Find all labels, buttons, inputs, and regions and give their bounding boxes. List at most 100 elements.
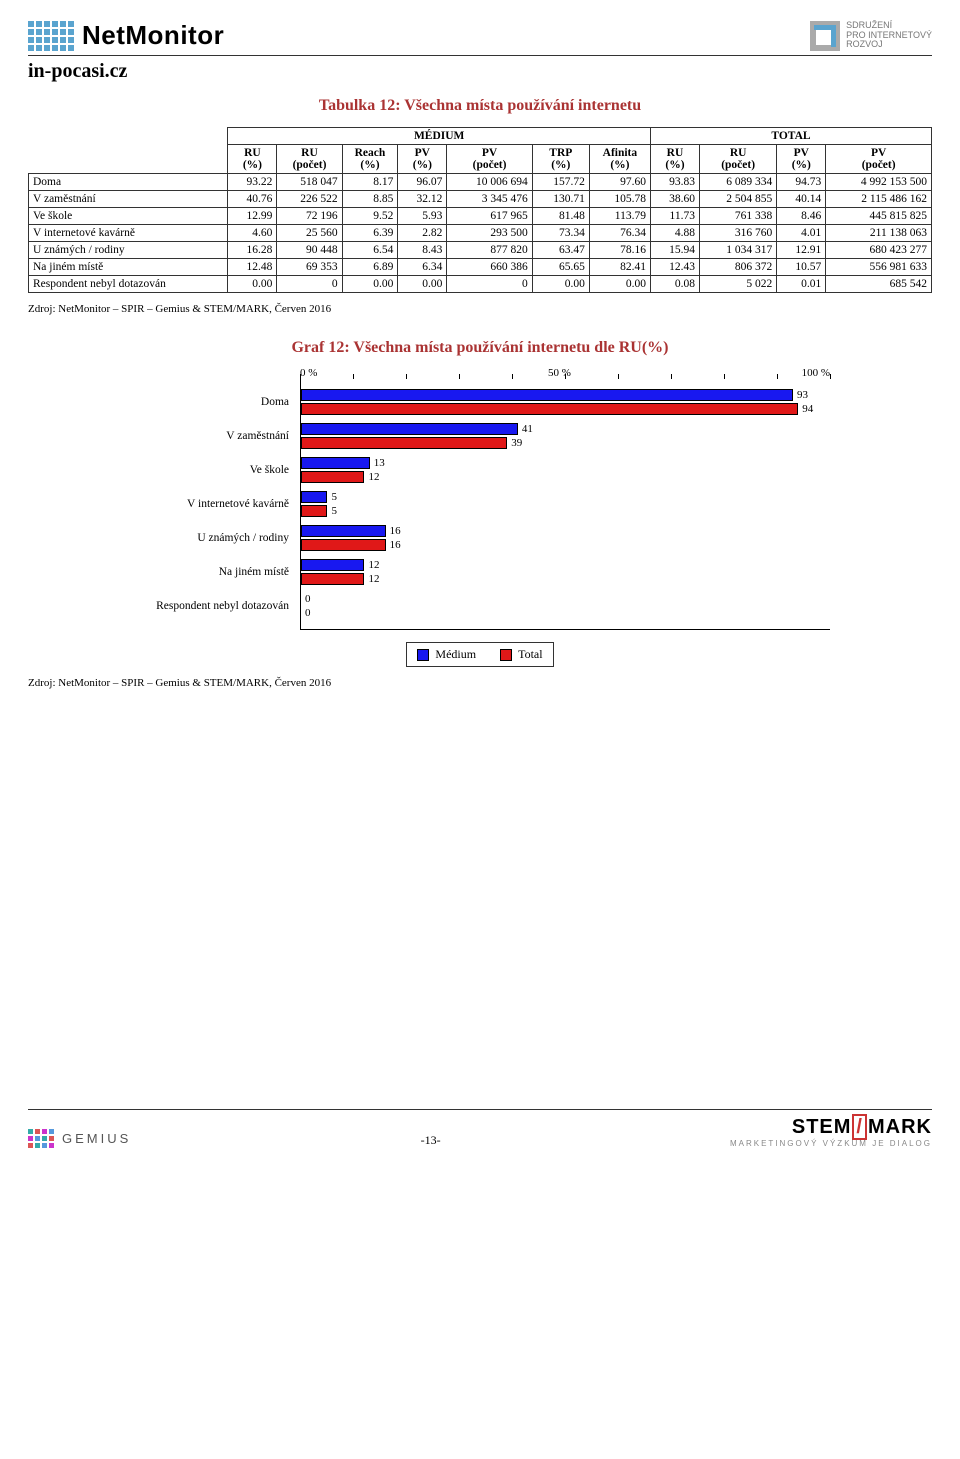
table-cell: 81.48 [532,208,589,225]
table-column-header: RU(%) [228,145,277,174]
table-cell: 63.47 [532,242,589,259]
table-cell: 8.43 [398,242,447,259]
table-cell: 5.93 [398,208,447,225]
table-corner [29,128,228,174]
table-cell: 12.48 [228,259,277,276]
table-cell: 518 047 [277,174,342,191]
table-cell: 90 448 [277,242,342,259]
header-divider [28,55,932,56]
chart-bar [301,437,507,449]
table-group-header: MÉDIUM [228,128,651,145]
table-cell: 2 504 855 [699,191,776,208]
table-cell: 0 [277,276,342,293]
table-row-label: V internetové kavárně [29,225,228,242]
table-cell: 130.71 [532,191,589,208]
table-column-header: RU(počet) [277,145,342,174]
spir-icon [810,21,840,51]
chart-bar-value: 13 [374,457,385,469]
chart-row: V zaměstnání4139 [301,419,830,453]
table-cell: 40.14 [777,191,826,208]
table-row: V zaměstnání40.76226 5228.8532.123 345 4… [29,191,932,208]
chart-bar [301,539,386,551]
chart-row-label: V internetové kavárně [125,498,295,510]
table-cell: 680 423 277 [826,242,932,259]
table-column-header: TRP(%) [532,145,589,174]
table-cell: 12.43 [650,259,699,276]
table-cell: 12.99 [228,208,277,225]
table-cell: 445 815 825 [826,208,932,225]
table-cell: 12.91 [777,242,826,259]
chart-bar [301,403,798,415]
table-column-header: PV(%) [777,145,826,174]
table-cell: 11.73 [650,208,699,225]
table-cell: 96.07 [398,174,447,191]
chart-bar [301,389,793,401]
table-cell: 9.52 [342,208,398,225]
chart-bar [301,559,364,571]
chart-bar [301,505,327,517]
legend-label: Médium [435,647,476,662]
table-row-label: Doma [29,174,228,191]
table-cell: 65.65 [532,259,589,276]
chart-row: Ve škole1312 [301,453,830,487]
chart-bar [301,457,370,469]
chart-bar-value: 12 [368,471,379,483]
table-cell: 5 022 [699,276,776,293]
legend-label: Total [518,647,543,662]
table-cell: 0.00 [398,276,447,293]
chart-bar-value: 12 [368,573,379,585]
table-cell: 157.72 [532,174,589,191]
stemmark-logo: STEM/MARK MARKETINGOVÝ VÝZKUM JE DIALOG [730,1116,932,1148]
table-cell: 6.54 [342,242,398,259]
table-cell: 617 965 [447,208,532,225]
table-row: Ve škole12.9972 1969.525.93617 96581.481… [29,208,932,225]
table-cell: 3 345 476 [447,191,532,208]
table-cell: 6.89 [342,259,398,276]
page-number: -13- [421,1133,441,1148]
chart-bar-value: 0 [305,593,311,605]
table-column-header: PV(počet) [826,145,932,174]
table-cell: 93.22 [228,174,277,191]
table-cell: 1 034 317 [699,242,776,259]
table-cell: 40.76 [228,191,277,208]
table-cell: 6 089 334 [699,174,776,191]
axis-label: 50 % [548,367,571,379]
chart-row-label: Respondent nebyl dotazován [125,600,295,612]
legend-swatch-icon [417,649,429,661]
table-cell: 0.00 [589,276,650,293]
table-row: V internetové kavárně4.6025 5606.392.822… [29,225,932,242]
chart-row: Na jiném místě1212 [301,555,830,589]
table-cell: 8.46 [777,208,826,225]
table-cell: 10 006 694 [447,174,532,191]
table-cell: 78.16 [589,242,650,259]
legend-item: Total [500,647,543,662]
axis-label: 0 % [300,367,317,379]
table-cell: 32.12 [398,191,447,208]
table-column-header: Afinita(%) [589,145,650,174]
table-column-header: PV(%) [398,145,447,174]
table-cell: 226 522 [277,191,342,208]
chart-row-label: V zaměstnání [125,430,295,442]
gemius-text: GEMIUS [62,1131,131,1146]
chart-row: Doma9394 [301,385,830,419]
stemmark-subtitle: MARKETINGOVÝ VÝZKUM JE DIALOG [730,1139,932,1148]
table-cell: 0.00 [228,276,277,293]
table-cell: 806 372 [699,259,776,276]
table-cell: 6.34 [398,259,447,276]
table-cell: 211 138 063 [826,225,932,242]
table-cell: 761 338 [699,208,776,225]
table-cell: 4.60 [228,225,277,242]
table-cell: 556 981 633 [826,259,932,276]
chart-bar-value: 5 [331,505,337,517]
table-cell: 113.79 [589,208,650,225]
table-group-header: TOTAL [650,128,931,145]
spir-line3: ROZVOJ [846,40,932,50]
table-cell: 4 992 153 500 [826,174,932,191]
table-row: Na jiném místě12.4869 3536.896.34660 386… [29,259,932,276]
table-cell: 82.41 [589,259,650,276]
table-cell: 97.60 [589,174,650,191]
table-cell: 94.73 [777,174,826,191]
chart-bar-value: 0 [305,607,311,619]
chart-row: V internetové kavárně55 [301,487,830,521]
netmonitor-logo: NetMonitor [28,20,224,51]
